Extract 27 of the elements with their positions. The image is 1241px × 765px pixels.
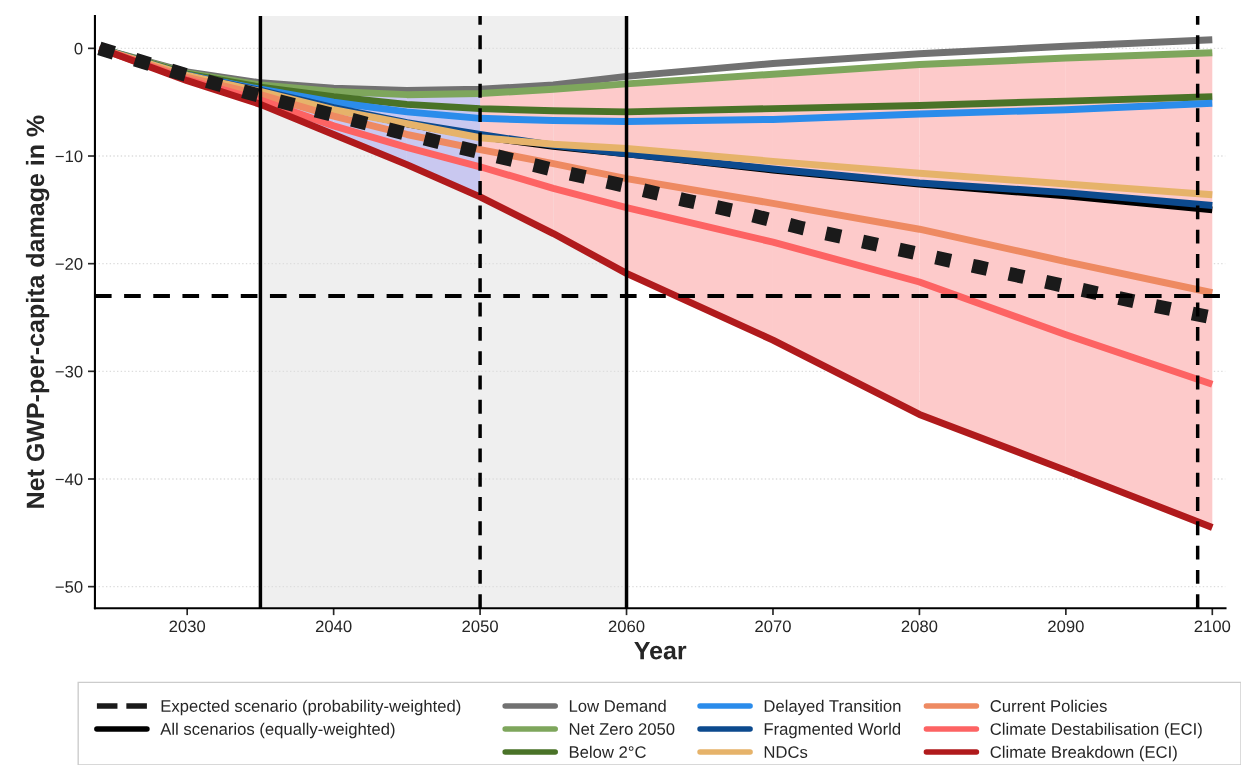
legend-label: Expected scenario (probability-weighted) xyxy=(161,699,461,716)
legend-label: Net Zero 2050 xyxy=(569,723,675,735)
y-axis-title: Net GWP-per-capita damage in % xyxy=(25,115,50,508)
x-tick-label: 2090 xyxy=(1048,620,1084,633)
legend-label: Low Demand xyxy=(569,699,666,712)
x-tick-label: 2040 xyxy=(315,620,352,633)
legend-label: Delayed Transition xyxy=(764,699,901,716)
x-axis-title: Year xyxy=(634,641,687,660)
legend-label: All scenarios (equally-weighted) xyxy=(160,722,395,739)
y-tick-label: 0 xyxy=(74,42,83,55)
x-tick-label: 2070 xyxy=(755,620,791,633)
legend-label: Climate Breakdown (ECI) xyxy=(990,745,1177,762)
x-tick-label: 2050 xyxy=(462,620,498,633)
x-tick-label: 2080 xyxy=(901,620,938,633)
legend-label: Below 2°C xyxy=(569,745,646,758)
x-tick-label: 2060 xyxy=(608,620,645,633)
y-tick-label: −20 xyxy=(55,258,83,270)
x-tick-label: 2030 xyxy=(169,620,206,633)
y-tick-label: −40 xyxy=(55,473,83,486)
y-tick-label: −30 xyxy=(55,365,83,378)
y-tick-label: −50 xyxy=(55,581,83,593)
legend-label: Fragmented World xyxy=(764,722,901,739)
legend-label: Current Policies xyxy=(990,699,1107,712)
legend-label: NDCs xyxy=(764,746,808,758)
x-tick-label: 2100 xyxy=(1194,620,1231,633)
y-tick-label: −10 xyxy=(55,150,83,163)
legend-label: Climate Destabilisation (ECI) xyxy=(990,722,1202,739)
